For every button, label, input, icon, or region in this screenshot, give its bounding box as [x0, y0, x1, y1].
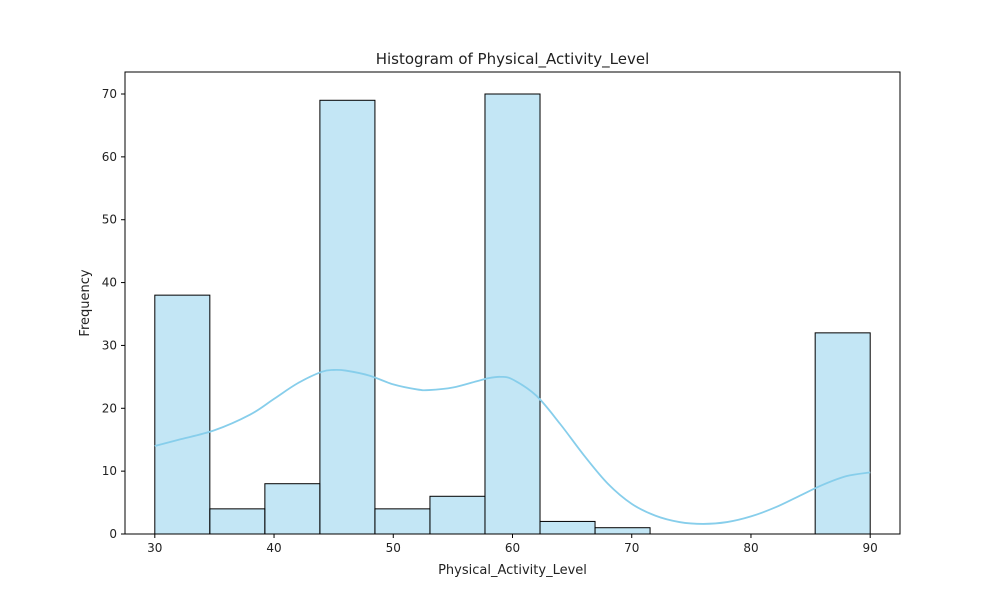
y-tick-label: 40 — [102, 276, 117, 290]
kde-line — [154, 368, 871, 525]
histogram-bar — [374, 508, 431, 535]
y-tick-label: 60 — [102, 150, 117, 164]
y-tick-label: 0 — [109, 527, 117, 541]
chart-title: Histogram of Physical_Activity_Level — [376, 50, 650, 69]
y-tick-label: 30 — [102, 338, 117, 352]
y-axis-ticks: 0 10 20 30 40 50 60 70 — [102, 87, 125, 541]
y-tick-label: 50 — [102, 213, 117, 227]
histogram-bar — [319, 99, 376, 535]
y-tick-label: 10 — [102, 464, 117, 478]
x-tick-label: 30 — [147, 541, 162, 555]
x-tick-label: 50 — [386, 541, 401, 555]
bars-layer — [154, 93, 871, 535]
x-tick-label: 40 — [266, 541, 281, 555]
x-axis-label: Physical_Activity_Level — [438, 563, 587, 578]
x-axis-ticks: 30 40 50 60 70 80 90 — [147, 534, 878, 555]
histogram-bar — [539, 520, 596, 535]
x-tick-label: 70 — [624, 541, 639, 555]
y-tick-label: 20 — [102, 401, 117, 415]
y-tick-label: 70 — [102, 87, 117, 101]
histogram-bar — [264, 483, 321, 535]
histogram-bar — [209, 508, 266, 535]
histogram-bar — [814, 332, 871, 535]
x-tick-label: 60 — [505, 541, 520, 555]
y-axis-label: Frequency — [78, 269, 93, 336]
histogram-bar — [154, 294, 211, 535]
histogram-bar — [484, 93, 541, 535]
x-tick-label: 90 — [863, 541, 878, 555]
x-tick-label: 80 — [743, 541, 758, 555]
histogram-bar — [429, 495, 486, 535]
histogram-bar — [594, 527, 651, 535]
